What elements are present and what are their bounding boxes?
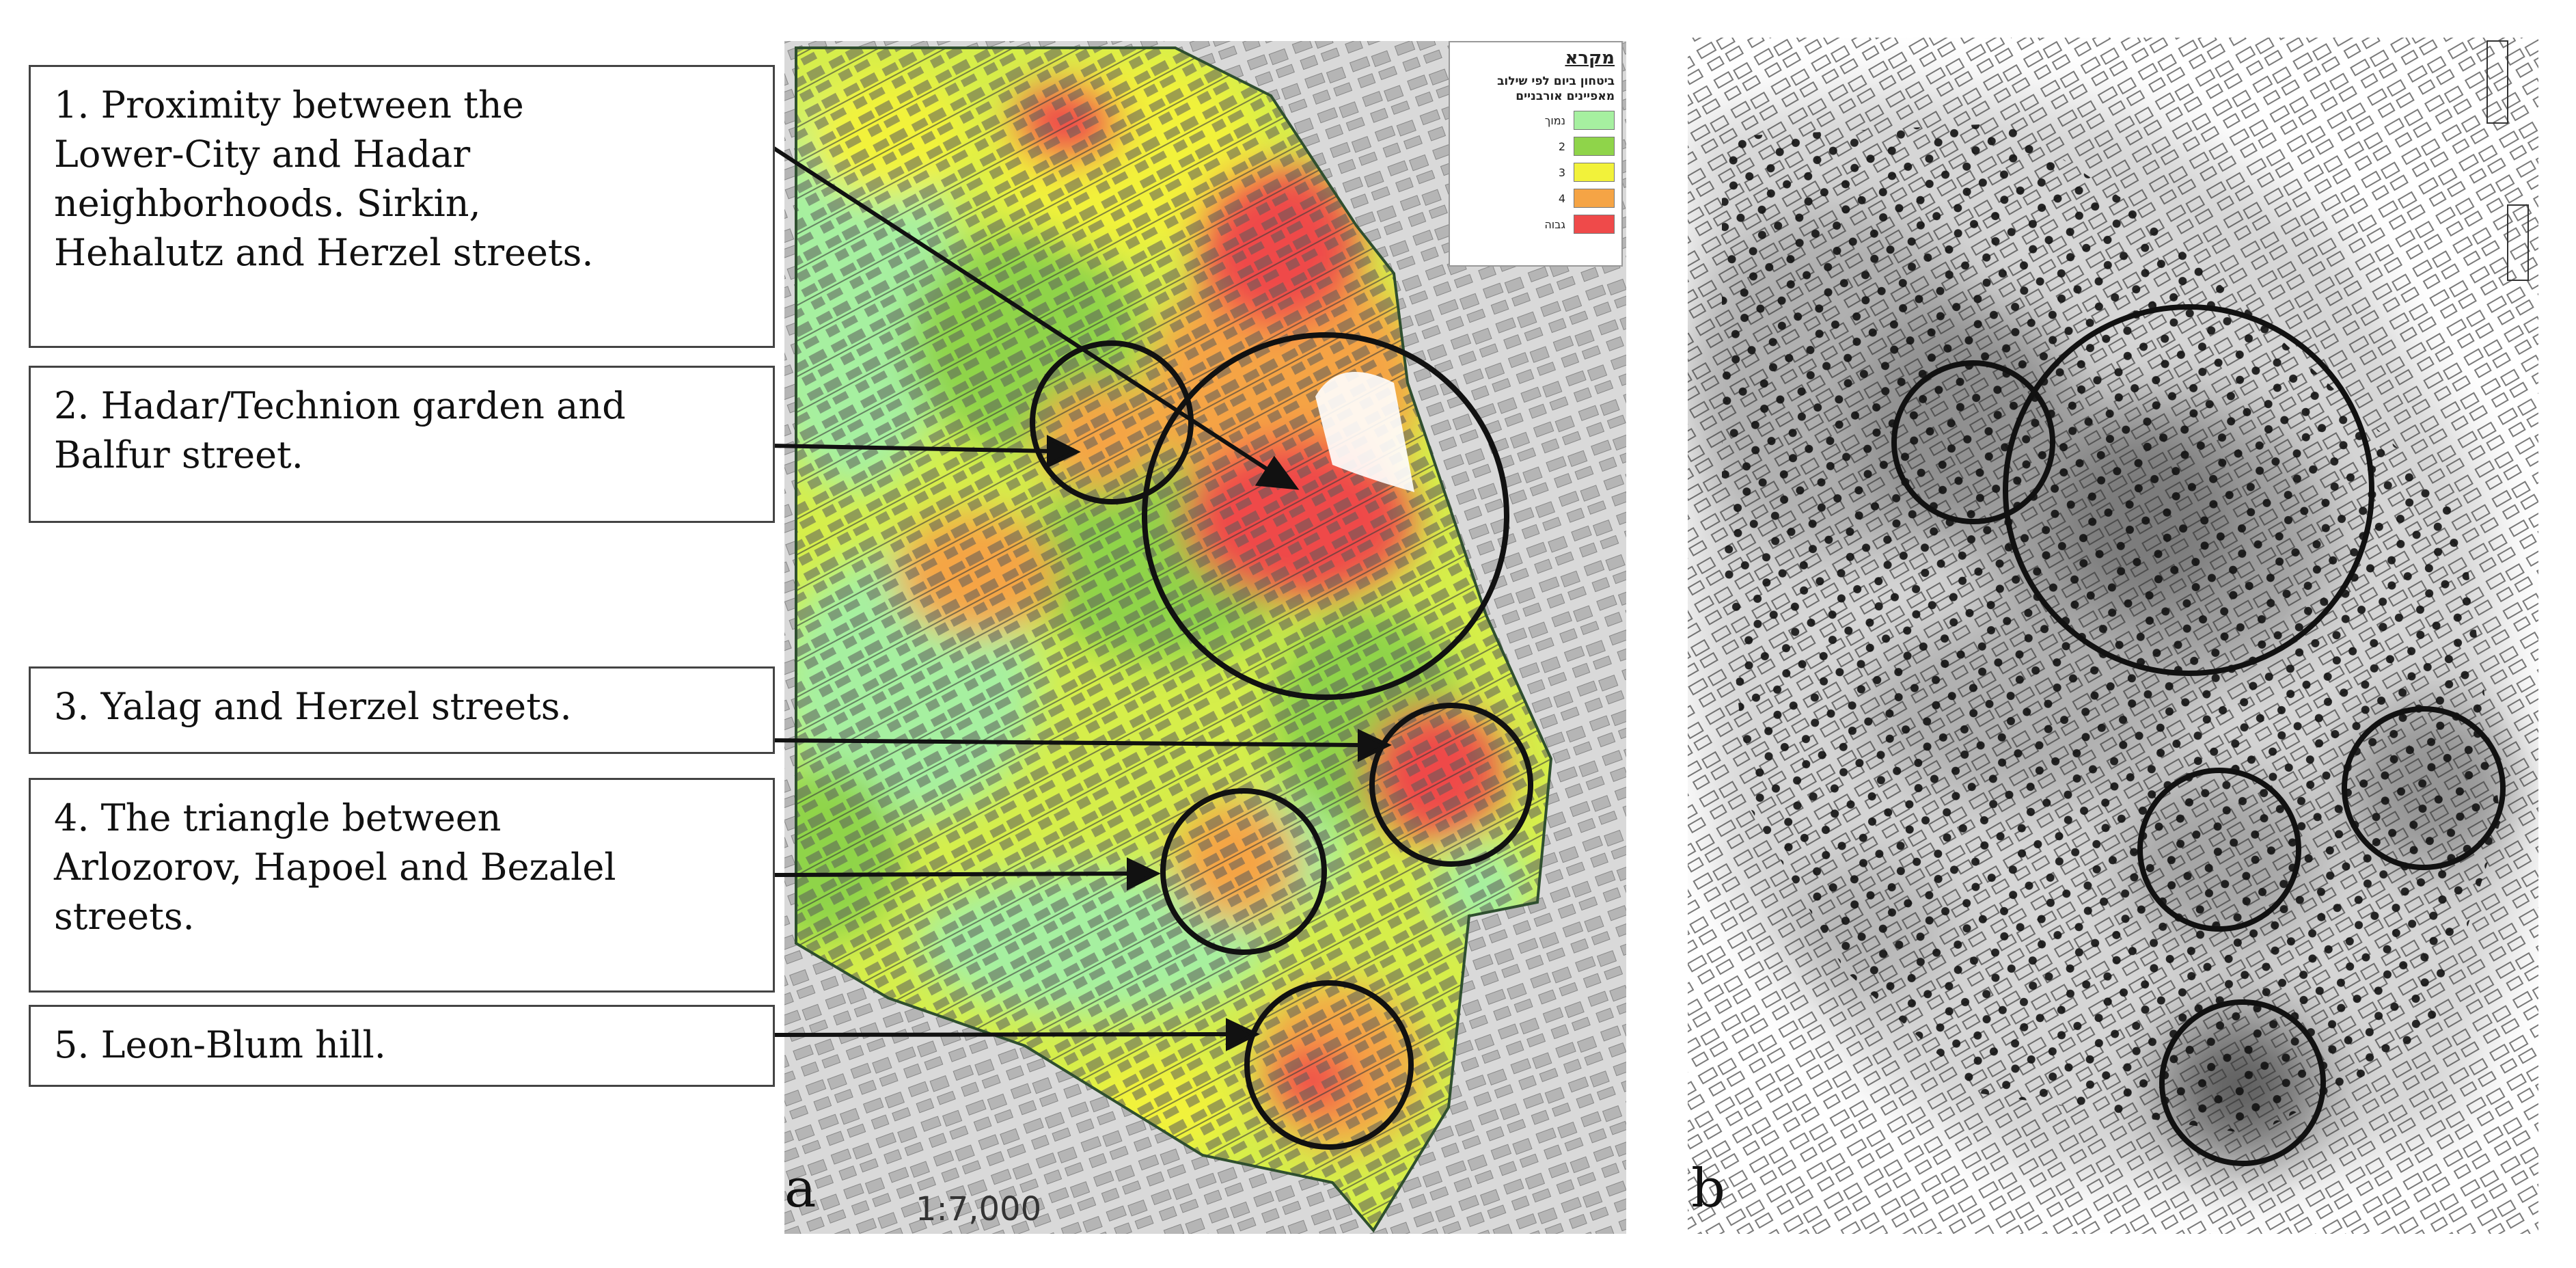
annotation-4-line: streets. [54,895,195,938]
legend-label: 4 [1558,191,1565,205]
legend-swatch [1574,215,1615,234]
legend-item: 3 [1457,163,1615,182]
legend-item: גבוה [1457,215,1615,234]
legend-item: 4 [1457,189,1615,208]
annotation-5-line: 5. Leon-Blum hill. [54,1023,386,1066]
annotation-1-line: neighborhoods. Sirkin, [54,182,481,225]
arrow-3-head [1358,729,1392,762]
legend-swatch [1574,163,1615,182]
panel-b-map [1688,38,2538,1234]
map-legend: מקרא ביטחון ביום לפי שילוב מאפיינים אורב… [1449,41,1623,267]
panel-b-circles [1891,304,2506,1166]
arrow-4 [770,872,1132,877]
legend-label: 2 [1558,139,1565,153]
annotation-4-line: 4. The triangle between [54,796,502,839]
annotation-box-1: 1. Proximity between the Lower-City and … [29,65,775,348]
area-circle-3-a [1369,703,1533,867]
area-circle-4-b [2137,768,2301,932]
area-circle-1-b [2003,304,2374,676]
legend-label: נמוך [1544,113,1565,127]
arrow-2-head [1047,435,1081,468]
annotation-box-2: 2. Hadar/Technion garden and Balfur stre… [29,366,775,523]
area-circle-1-a [1142,332,1509,700]
legend-subtitle: ביטחון ביום לפי שילוב מאפיינים אורבניים [1497,75,1615,103]
legend-item: נמוך [1457,111,1615,130]
annotation-arrows [767,143,1392,1051]
panel-a-circles [1030,332,1533,1150]
legend-swatch [1574,111,1615,130]
annotation-2-line: 2. Hadar/Technion garden and [54,384,626,427]
neighborhood-boundary [795,46,1553,1233]
legend-item: 2 [1457,137,1615,156]
annotation-1-line: Hehalutz and Herzel streets. [54,231,594,274]
legend-swatch [1574,189,1615,208]
legend-title: מקרא [1565,48,1615,68]
annotation-3-line: 3. Yalag and Herzel streets. [54,685,572,728]
annotation-box-4: 4. The triangle between Arlozorov, Hapoe… [29,778,775,993]
legend-label: גבוה [1544,217,1565,231]
annotation-2-line: Balfur street. [54,433,303,476]
panel-a-letter: a [784,1158,817,1219]
arrow-5 [770,1032,1231,1037]
annotation-box-3: 3. Yalag and Herzel streets. [29,666,775,754]
legend-swatch [1574,137,1615,156]
arrow-3 [770,738,1362,747]
annotation-1-line: Lower-City and Hadar [54,133,471,176]
panel-b-letter: b [1691,1158,1725,1219]
annotation-1-line: 1. Proximity between the [54,83,524,126]
area-circle-2-a [1030,340,1194,504]
area-circle-5-a [1244,980,1414,1150]
area-circle-5-b [2159,999,2326,1166]
area-circle-3-b [2342,706,2506,870]
annotation-4-line: Arlozorov, Hapoel and Bezalel [54,846,616,889]
arrow-2 [770,444,1052,453]
arrow-4-head [1127,857,1161,891]
arrow-1 [767,143,1272,474]
arrow-5-head [1226,1018,1260,1051]
area-circle-4-a [1160,788,1327,955]
legend-label: 3 [1558,165,1565,179]
map-scale: 1:7,000 [916,1190,1042,1228]
annotation-box-5: 5. Leon-Blum hill. [29,1005,775,1087]
area-circle-2-b [1891,360,2055,524]
arrow-1-head [1255,455,1300,490]
